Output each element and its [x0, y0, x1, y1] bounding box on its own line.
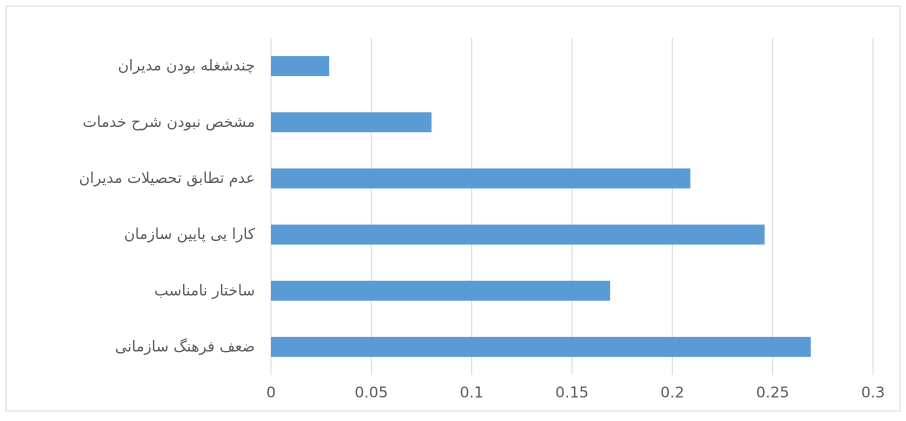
x-tick-label: 0 — [266, 384, 276, 402]
x-tick-label: 0.05 — [355, 384, 388, 402]
y-tick-label: مشخص نبودن شرح خدمات — [83, 113, 255, 131]
y-tick-label: کارا یی پایین سازمان — [124, 225, 256, 244]
bar — [271, 168, 691, 189]
bar — [271, 280, 611, 301]
y-tick-label: ساختار نامناسب — [154, 281, 255, 299]
bar — [271, 224, 765, 245]
bar — [271, 336, 811, 357]
y-tick-label: عدم تطابق تحصیلات مدیران — [79, 169, 255, 187]
y-tick-label: ضعف فرهنگ سازمانی — [115, 337, 255, 355]
x-tick-label: 0.3 — [861, 384, 885, 402]
bar — [271, 112, 432, 133]
x-tick-label: 0.15 — [555, 384, 588, 402]
x-tick-label: 0.2 — [660, 384, 684, 402]
bar — [271, 56, 330, 77]
x-tick-label: 0.1 — [460, 384, 484, 402]
x-tick-label: 0.25 — [756, 384, 789, 402]
y-tick-label: چندشغله بودن مدیران — [118, 57, 255, 75]
